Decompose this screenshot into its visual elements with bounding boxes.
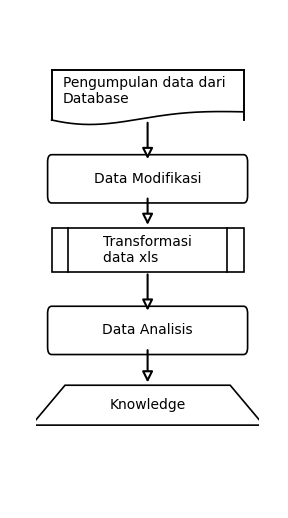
Bar (52, 70, 244, 120)
Text: Transformasi
data xls: Transformasi data xls (103, 235, 192, 265)
FancyBboxPatch shape (48, 155, 248, 203)
Text: Pengumpulan data dari
Database: Pengumpulan data dari Database (63, 76, 226, 106)
Text: Data Analisis: Data Analisis (102, 323, 193, 337)
FancyBboxPatch shape (48, 306, 248, 354)
Text: Data Modifikasi: Data Modifikasi (94, 172, 201, 186)
Bar (52, 228, 244, 271)
Polygon shape (32, 385, 264, 425)
Text: Knowledge: Knowledge (109, 398, 186, 412)
